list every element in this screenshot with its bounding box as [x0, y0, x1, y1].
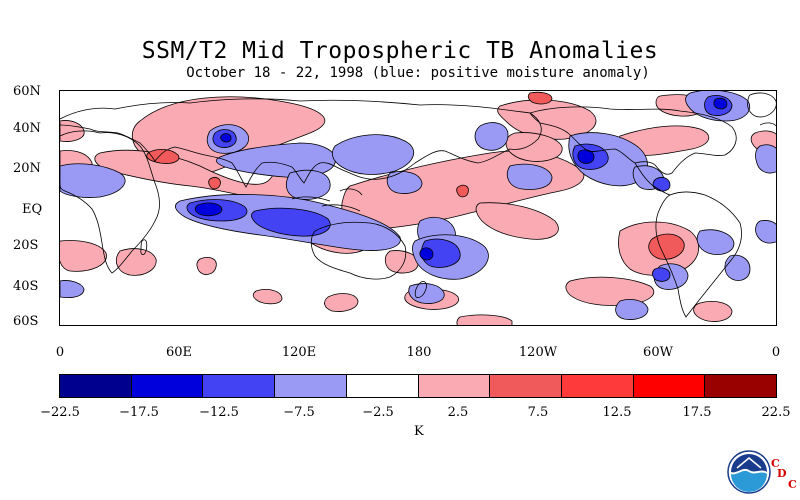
map-subtitle: October 18 - 22, 1998 (blue: positive mo…	[186, 65, 650, 81]
anomaly-region	[386, 171, 423, 194]
coastline-australia	[310, 221, 407, 280]
anomaly-core	[208, 177, 221, 190]
colorbar-tick: −22.5	[40, 405, 80, 420]
colorbar-tick: 22.5	[761, 405, 791, 420]
coastline-madagascar	[140, 239, 148, 255]
colorbar-tick: 17.5	[682, 405, 712, 420]
anomaly-core	[220, 133, 232, 143]
anomaly-region	[384, 250, 419, 274]
anomaly-map-svg	[60, 91, 776, 325]
anomaly-region	[60, 163, 126, 198]
anomaly-region	[60, 280, 85, 298]
lon-label-180: 180	[406, 345, 432, 360]
lon-label-0: 0	[55, 345, 65, 360]
colorbar-box	[490, 375, 562, 397]
coastline-indonesia	[291, 188, 363, 212]
anomaly-region	[324, 293, 359, 312]
cdc-letter: C	[788, 478, 797, 491]
colorbar-box	[633, 375, 706, 397]
anomaly-region	[724, 254, 751, 281]
lat-label-eq: EQ	[22, 202, 43, 217]
colorbar-tick: 7.5	[527, 405, 549, 420]
anomaly-core	[194, 202, 223, 217]
colorbar-box	[561, 375, 634, 397]
colorbar-box	[203, 375, 276, 397]
lat-label-40n: 40N	[13, 121, 41, 136]
coastline-africa	[60, 130, 160, 274]
anomaly-core	[527, 91, 553, 105]
anomaly-region	[506, 163, 553, 190]
anomaly-map	[59, 90, 777, 326]
anomaly-region	[116, 248, 157, 276]
anomaly-region	[252, 289, 283, 305]
coastlines	[60, 92, 776, 318]
anomaly-region	[497, 99, 597, 140]
coastline-centralamerica	[634, 162, 671, 196]
lat-label-40s: 40S	[13, 279, 39, 294]
anomaly-region	[60, 240, 107, 272]
anomaly-core	[419, 247, 434, 261]
strong-negative-cores	[194, 97, 728, 261]
lat-label-60n: 60N	[13, 84, 41, 99]
colorbar-tick: 12.5	[602, 405, 632, 420]
colorbar-tick: −17.5	[119, 405, 159, 420]
anomaly-region	[615, 299, 649, 320]
anomaly-region	[408, 283, 445, 304]
lon-label-60w: 60W	[643, 345, 673, 360]
anomaly-core	[652, 267, 671, 282]
anomaly-region	[696, 229, 735, 255]
anomaly-core	[577, 149, 595, 164]
lon-label-60e: 60E	[165, 345, 193, 360]
lon-label-120e: 120E	[281, 345, 317, 360]
colorbar-box	[131, 375, 204, 397]
anomaly-region	[331, 134, 415, 175]
colorbar-unit: K	[414, 424, 424, 439]
cdc-letter: C	[771, 457, 780, 470]
negative-anomaly-regions	[60, 91, 776, 320]
colorbar-tick: −7.5	[283, 405, 315, 420]
colorbar	[59, 374, 777, 398]
coastline-eurasia	[60, 98, 542, 188]
coastline-europe-west	[759, 122, 776, 127]
colorbar-box	[418, 375, 491, 397]
anomaly-region	[474, 122, 509, 151]
anomaly-region	[196, 257, 217, 275]
map-title: SSM/T2 Mid Tropospheric TB Anomalies	[141, 38, 659, 64]
anomaly-region	[286, 169, 331, 200]
colorbar-box	[705, 375, 777, 397]
cdc-letter: D	[777, 467, 787, 480]
lon-label-0-east: 0	[771, 345, 781, 360]
anomaly-region	[215, 142, 336, 178]
colorbar-tick: 2.5	[447, 405, 469, 420]
anomaly-core	[652, 177, 671, 192]
lat-label-20s: 20S	[13, 238, 39, 253]
colorbar-box	[275, 375, 347, 397]
colorbar-box	[60, 375, 132, 397]
anomaly-region	[456, 314, 513, 325]
colorbar-tick: −2.5	[362, 405, 394, 420]
colorbar-box	[346, 375, 419, 397]
coastline-southamerica	[655, 191, 742, 318]
anomaly-region	[693, 301, 733, 322]
coastline-northamerica	[529, 106, 737, 175]
lon-label-120w: 120W	[518, 345, 558, 360]
noaa-logo-icon	[727, 450, 771, 494]
anomaly-region	[755, 144, 776, 174]
colorbar-tick: −12.5	[199, 405, 239, 420]
anomaly-region	[755, 220, 776, 244]
anomaly-region	[475, 202, 559, 240]
lat-label-20n: 20N	[13, 161, 41, 176]
anomaly-core	[713, 97, 728, 110]
lat-label-60s: 60S	[13, 314, 39, 329]
coastline-newzealand	[414, 281, 427, 298]
anomaly-core	[456, 184, 469, 198]
coastline-greenland	[747, 92, 776, 118]
anomaly-core	[251, 207, 331, 237]
